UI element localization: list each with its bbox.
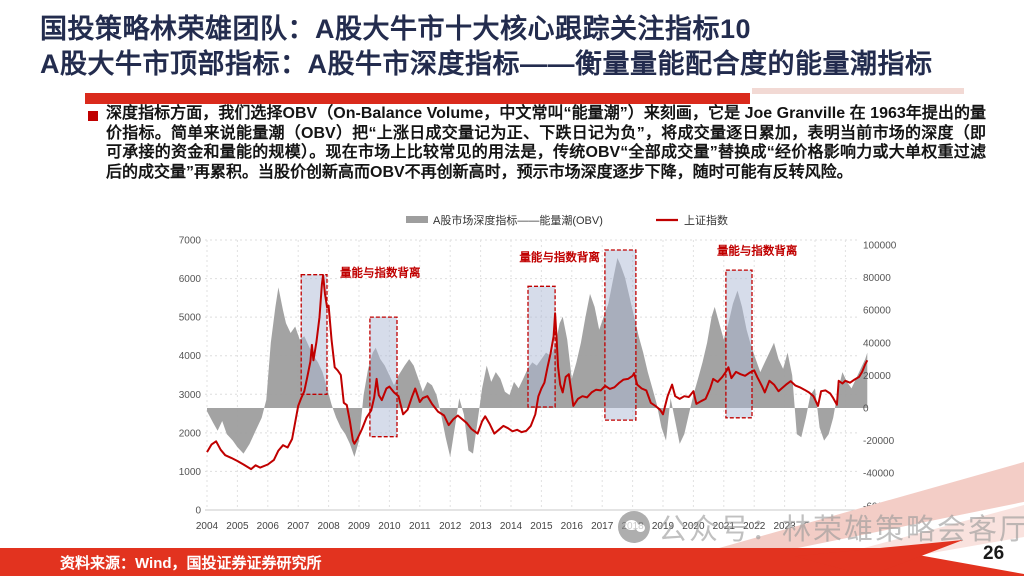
source-note: 资料来源：Wind，国投证券证券研究所 [60,555,322,572]
right-axis-tick: 60000 [863,306,891,317]
x-axis-tick: 2013 [469,521,492,532]
x-axis-tick: 2021 [713,521,736,532]
x-axis-tick: 2011 [409,521,431,532]
legend-label-obv: A股市场深度指标——能量潮(OBV) [433,213,603,227]
x-axis-tick: 2016 [561,521,584,532]
left-axis-tick: 2000 [179,428,202,439]
x-axis-tick: 2015 [530,521,553,532]
body-paragraph: 深度指标方面，我们选择OBV（On-Balance Volume，中文常叫“能量… [106,105,986,181]
legend-swatch-obv [406,216,428,223]
left-axis-tick: 1000 [179,467,202,478]
x-axis-tick: 2006 [257,521,280,532]
wechat-logo-icon [618,511,650,543]
index-line-series [206,274,869,471]
obv-chart-svg: 量能与指数背离量能与指数背离量能与指数背离0100020003000400050… [179,213,897,532]
obv-chart: 量能与指数背离 量能与指数背离 量能与指数背离 0 1000 2000 3000 4000 50… [165,205,925,535]
right-axis-tick: -40000 [863,469,895,480]
right-axis-tick: 80000 [863,273,891,284]
x-axis-tick: 2008 [317,521,340,532]
page-number: 26 [983,543,1005,564]
x-axis-tick: 2014 [500,521,523,532]
title-line-2: A股大牛市顶部指标：A股牛市深度指标——衡量量能配合度的能量潮指标 [40,49,933,79]
right-axis-tick: 20000 [863,371,891,382]
x-axis-tick: 2005 [226,521,249,532]
left-axis-tick: 6000 [179,274,202,285]
right-axis-tick: -20000 [863,436,895,447]
x-axis-tick: 2010 [378,521,401,532]
divergence-box [300,274,328,395]
right-axis-tick: 40000 [863,338,891,349]
right-axis-tick: 100000 [863,241,897,252]
title-divider-bar [85,93,750,104]
x-axis-tick: 2009 [348,521,371,532]
x-axis-tick: 2019 [652,521,675,532]
x-axis-tick: 2022 [743,521,766,532]
watermark: 公众号：林荣雄策略会客厅 [618,506,1024,548]
divergence-annotation: 量能与指数背离 [717,244,798,258]
right-axis-tick: 0 [863,404,869,415]
divergence-box [725,269,753,419]
page-title: 国投策略林荣雄团队：A股大牛市十大核心跟踪关注指标10 A股大牛市顶部指标：A股… [40,12,1000,82]
x-axis-tick: 2017 [591,521,614,532]
left-axis-tick: 3000 [179,390,202,401]
left-axis-tick: 4000 [179,351,202,362]
x-axis-tick: 2007 [287,521,310,532]
divergence-box [369,316,398,438]
legend-label-index: 上证指数 [684,213,728,227]
watermark-text: 公众号：林荣雄策略会客厅 [658,514,1024,546]
x-axis-tick: 2004 [196,521,219,532]
left-axis-tick: 5000 [179,313,202,324]
divergence-box [604,249,637,421]
divergence-annotation: 量能与指数背离 [340,266,421,280]
divergence-annotation: 量能与指数背离 [519,250,600,264]
x-axis-tick: 2020 [682,521,705,532]
x-axis-tick: 2012 [439,521,462,532]
left-axis-tick: 0 [195,506,201,517]
x-axis-tick: 2023 [773,521,796,532]
bullet-square-icon [88,111,98,121]
divergence-box [527,285,556,408]
left-axis-tick: 7000 [179,236,202,247]
title-divider-bar-pale [752,88,964,94]
title-line-1: 国投策略林荣雄团队：A股大牛市十大核心跟踪关注指标10 [40,14,752,44]
